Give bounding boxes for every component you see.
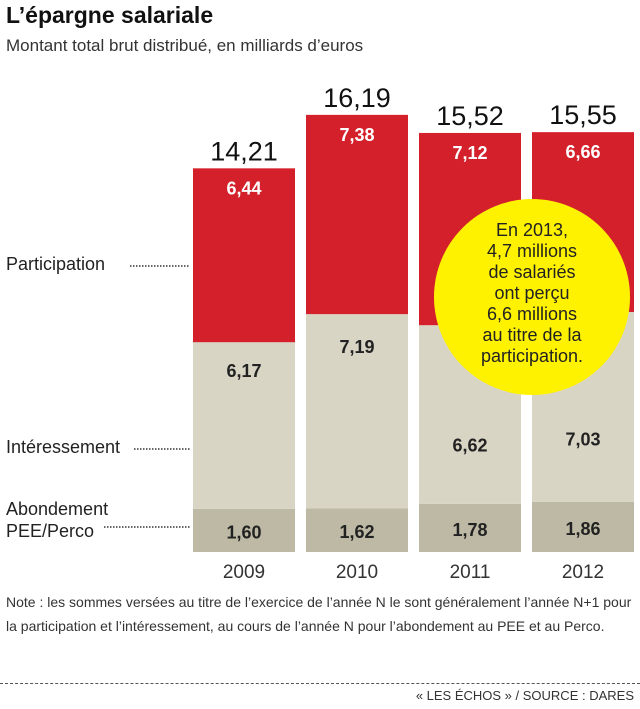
segment-value-label: 7,03	[565, 429, 600, 449]
stacked-bar-chart: 1,60 6,17 6,44 14,21 2009 1,62 7,19 7,38 16,19 20…	[6, 83, 634, 583]
segment-value-label: 7,19	[339, 337, 374, 357]
x-tick-label: 2010	[336, 562, 378, 583]
segment-value-label: 1,62	[339, 522, 374, 542]
bar-segment-participation	[306, 114, 408, 315]
segment-value-label: 1,60	[226, 522, 261, 542]
annotation-text: 4,7 millions	[487, 241, 577, 261]
source-credit: « LES ÉCHOS » / SOURCE : DARES	[415, 688, 634, 703]
segment-value-label: 1,86	[565, 519, 600, 539]
chart-title: L’épargne salariale	[6, 2, 214, 28]
legend-label: PEE/Perco	[6, 521, 94, 541]
segment-value-label: 6,66	[565, 142, 600, 162]
x-tick-label: 2011	[450, 562, 491, 583]
footnote: Note : les sommes versées au titre de l’…	[6, 594, 632, 634]
bar-segment-abondement	[419, 503, 521, 552]
segment-value-label: 6,17	[226, 361, 261, 381]
annotation-text: participation.	[481, 346, 583, 366]
annotation-bubble	[434, 199, 630, 395]
segment-value-label: 1,78	[452, 520, 487, 540]
x-tick-label: 2009	[223, 562, 265, 583]
x-tick-label: 2012	[562, 562, 604, 583]
annotation-text: ont perçu	[494, 283, 569, 303]
bar-segment-participation	[193, 168, 295, 343]
segment-value-label: 6,62	[452, 435, 487, 455]
annotation-text: 6,6 millions	[487, 304, 577, 324]
bar-segment-abondement	[532, 501, 634, 552]
annotation-text: En 2013,	[496, 220, 568, 240]
bar-segment-abondement	[306, 508, 408, 552]
segment-value-label: 7,12	[452, 143, 487, 163]
total-value-label: 14,21	[210, 136, 278, 166]
legend-label: Abondement	[6, 499, 108, 519]
legend-label: Intéressement	[6, 437, 120, 457]
total-value-label: 15,52	[436, 101, 504, 131]
annotation-text: au titre de la	[482, 325, 582, 345]
bar-segment-intéressement	[306, 314, 408, 509]
segment-value-label: 7,38	[339, 125, 374, 145]
annotation-text: de salariés	[488, 262, 575, 282]
divider	[0, 683, 640, 684]
total-value-label: 16,19	[323, 83, 391, 113]
total-value-label: 15,55	[549, 100, 617, 130]
legend-label: Participation	[6, 254, 105, 274]
chart-subtitle: Montant total brut distribué, en milliar…	[6, 36, 364, 55]
bar-segment-intéressement	[193, 342, 295, 509]
segment-value-label: 6,44	[226, 178, 261, 198]
bar-segment-abondement	[193, 508, 295, 552]
